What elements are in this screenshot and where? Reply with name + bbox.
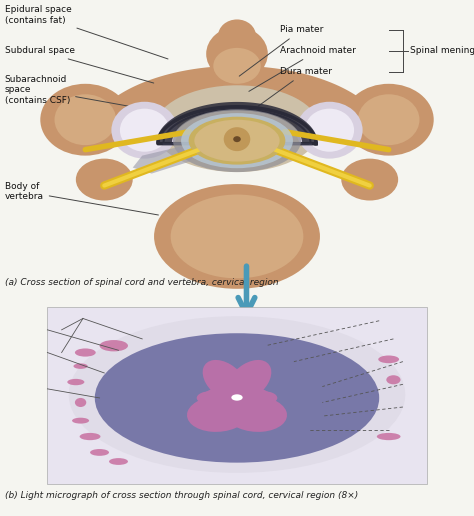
Ellipse shape xyxy=(249,391,277,405)
Ellipse shape xyxy=(296,102,363,158)
Ellipse shape xyxy=(55,94,116,145)
Ellipse shape xyxy=(73,363,88,369)
Text: Subarachnoid
space
(contains CSF): Subarachnoid space (contains CSF) xyxy=(5,75,168,113)
Ellipse shape xyxy=(76,158,133,201)
Ellipse shape xyxy=(344,84,434,156)
Ellipse shape xyxy=(173,109,301,172)
Ellipse shape xyxy=(75,348,96,357)
Ellipse shape xyxy=(67,379,84,385)
Text: (b) Light micrograph of cross section through spinal cord, cervical region (8×): (b) Light micrograph of cross section th… xyxy=(5,491,358,500)
Ellipse shape xyxy=(377,433,401,440)
Text: Body of
vertebra: Body of vertebra xyxy=(5,182,158,215)
Ellipse shape xyxy=(224,127,250,151)
Ellipse shape xyxy=(189,117,285,165)
Ellipse shape xyxy=(194,120,280,162)
Ellipse shape xyxy=(75,398,86,407)
Ellipse shape xyxy=(213,48,261,84)
Text: Spinal meninges: Spinal meninges xyxy=(410,46,474,55)
Ellipse shape xyxy=(80,433,100,440)
Polygon shape xyxy=(133,147,199,173)
Ellipse shape xyxy=(386,375,401,384)
Ellipse shape xyxy=(231,394,243,400)
Ellipse shape xyxy=(181,113,293,168)
Ellipse shape xyxy=(233,136,241,142)
Ellipse shape xyxy=(341,158,398,201)
Ellipse shape xyxy=(109,458,128,465)
Ellipse shape xyxy=(40,84,130,156)
Polygon shape xyxy=(156,102,318,143)
Ellipse shape xyxy=(227,360,271,402)
Ellipse shape xyxy=(218,20,256,52)
Text: Pia mater: Pia mater xyxy=(239,25,323,76)
Ellipse shape xyxy=(72,417,89,424)
Ellipse shape xyxy=(197,391,225,405)
Ellipse shape xyxy=(69,316,405,473)
Text: Arachnoid mater: Arachnoid mater xyxy=(249,46,356,91)
Ellipse shape xyxy=(100,340,128,351)
Ellipse shape xyxy=(203,360,247,402)
Ellipse shape xyxy=(305,109,354,152)
Polygon shape xyxy=(86,66,388,140)
Ellipse shape xyxy=(154,184,320,289)
Ellipse shape xyxy=(111,102,178,158)
Text: (a) Cross section of spinal cord and vertebra, cervical region: (a) Cross section of spinal cord and ver… xyxy=(5,278,278,287)
Ellipse shape xyxy=(95,333,379,463)
Ellipse shape xyxy=(120,109,169,152)
Text: Subdural space: Subdural space xyxy=(5,46,154,83)
Text: Epidural space
(contains fat): Epidural space (contains fat) xyxy=(5,5,168,59)
Ellipse shape xyxy=(187,396,249,432)
Ellipse shape xyxy=(206,27,268,81)
Ellipse shape xyxy=(225,396,287,432)
Ellipse shape xyxy=(171,195,303,278)
Ellipse shape xyxy=(154,85,320,172)
Ellipse shape xyxy=(90,449,109,456)
Text: Dura mater: Dura mater xyxy=(258,67,332,106)
FancyBboxPatch shape xyxy=(47,307,427,484)
Ellipse shape xyxy=(201,385,273,410)
Ellipse shape xyxy=(358,94,419,145)
Ellipse shape xyxy=(378,356,399,363)
